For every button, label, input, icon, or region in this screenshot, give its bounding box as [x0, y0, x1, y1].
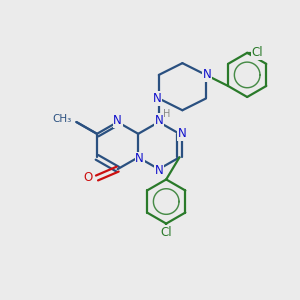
Text: N: N: [113, 114, 122, 127]
Text: N: N: [154, 114, 163, 127]
Text: N: N: [177, 127, 186, 140]
Text: N: N: [155, 164, 164, 177]
Text: Cl: Cl: [160, 226, 172, 239]
Text: Cl: Cl: [252, 46, 263, 59]
Text: O: O: [83, 172, 93, 184]
Text: N: N: [135, 152, 144, 165]
Text: N: N: [203, 68, 212, 81]
Text: N: N: [153, 92, 162, 105]
Text: H: H: [164, 109, 171, 119]
Text: CH₃: CH₃: [53, 114, 72, 124]
